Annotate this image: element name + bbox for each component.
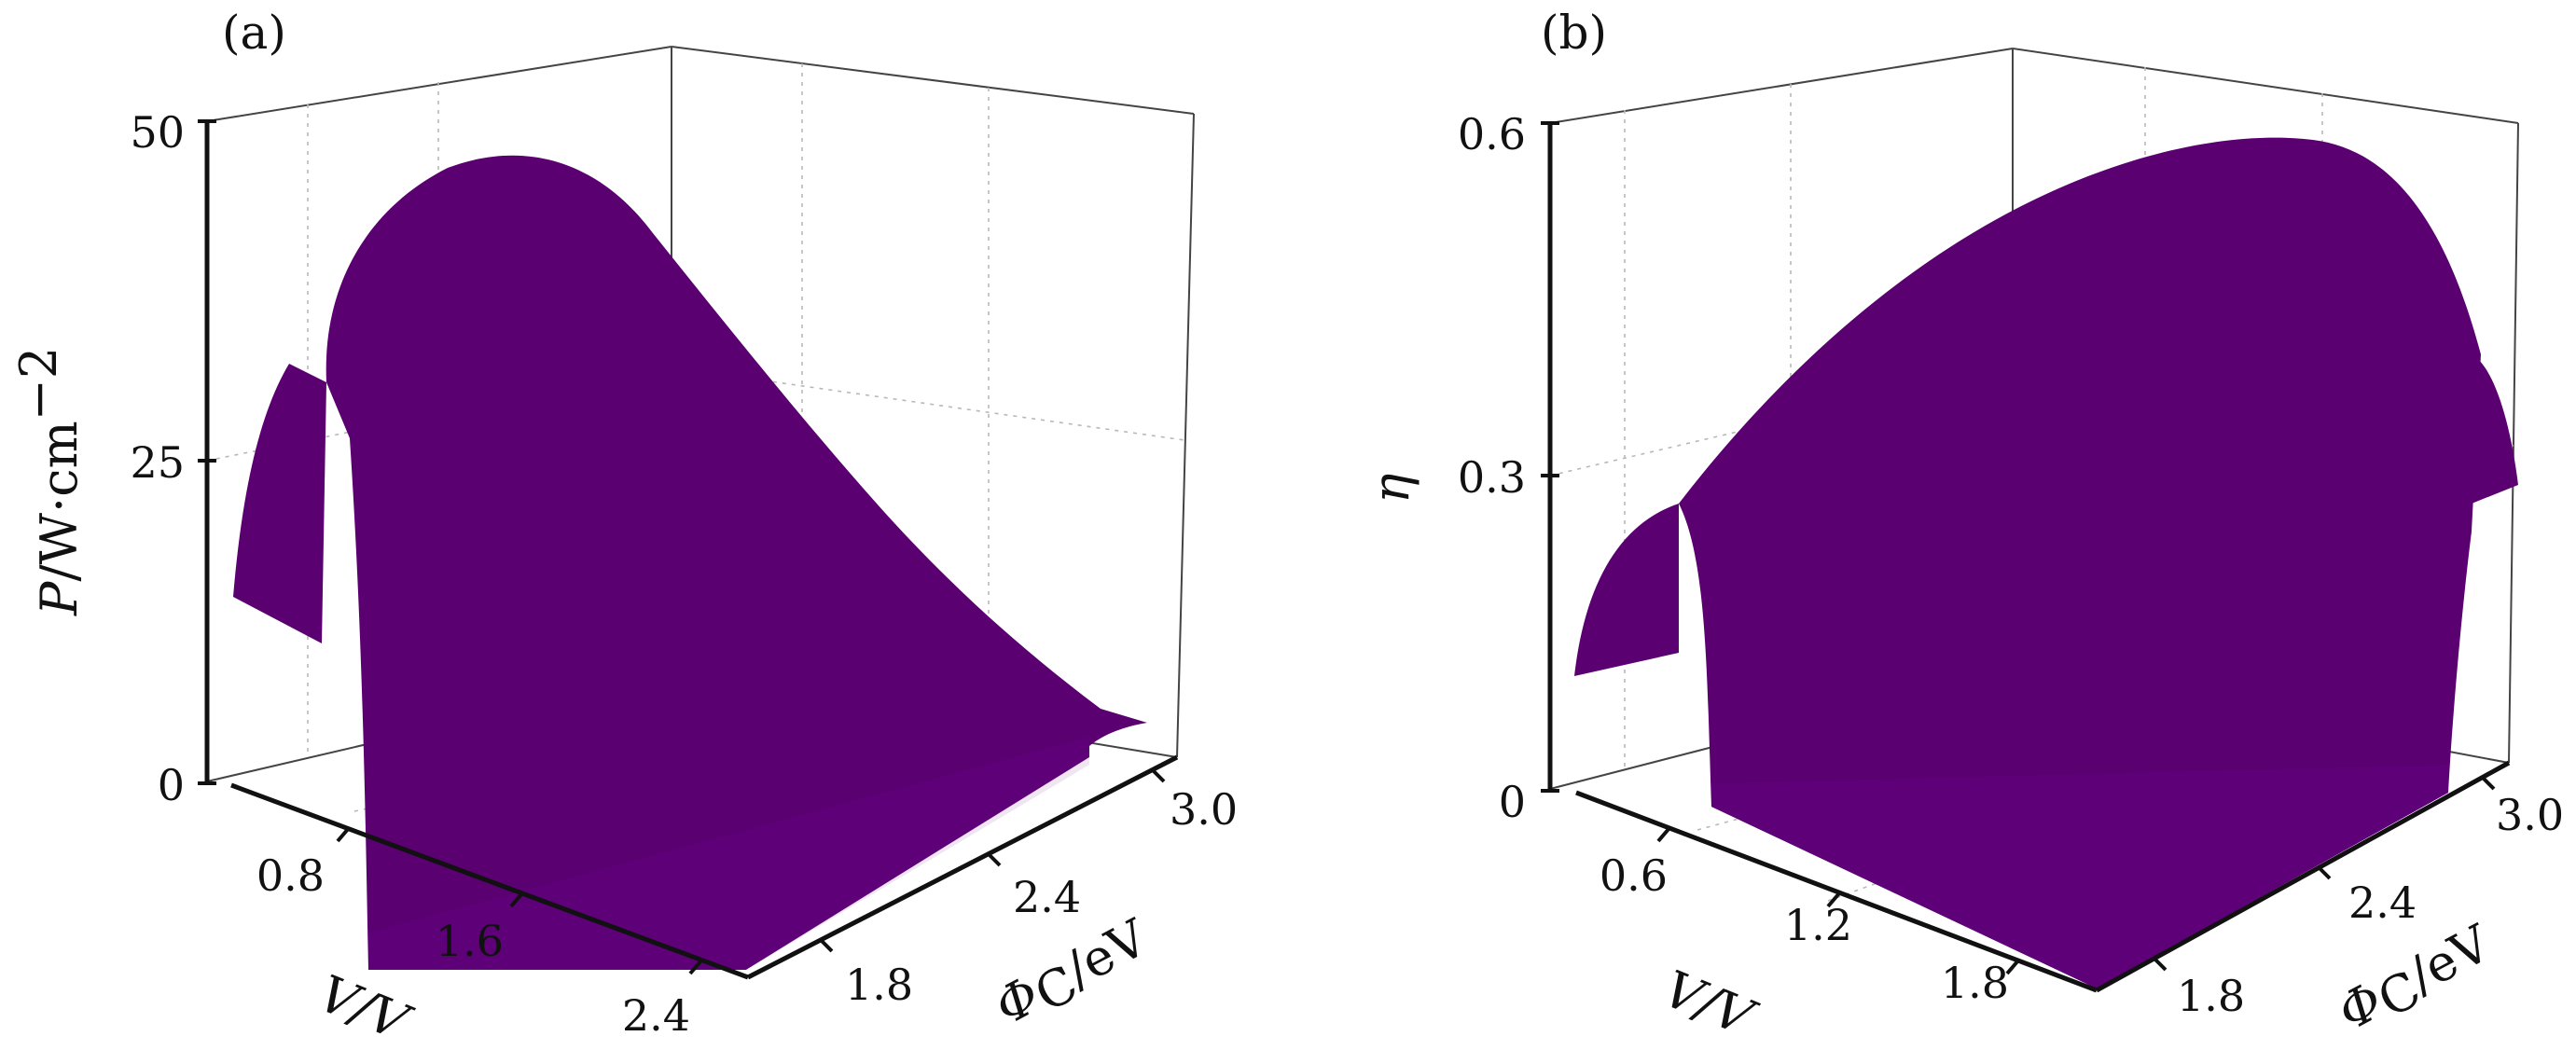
panel-b-ytick: 3.0 — [2496, 790, 2564, 840]
panel-b-ztick: 0.3 — [1458, 452, 1526, 503]
panel-a-x-axis: 0.8 1.6 2.4 V/V — [230, 782, 749, 1054]
panel-b-surface-back-left — [1574, 504, 1679, 676]
panel-a-z-axis: 50 25 0 P/W·cm−2 — [9, 107, 216, 810]
panel-a-x-label: V/V — [311, 964, 420, 1054]
panel-b-xtick: 1.8 — [1941, 958, 2009, 1008]
panel-a-ytick: 1.8 — [845, 960, 913, 1010]
panel-a-ztick: 0 — [158, 760, 185, 810]
panel-b-z-label: η — [1362, 474, 1420, 504]
panel-b-ztick: 0.6 — [1458, 109, 1526, 159]
panel-a-y-label: ΦC/eV — [986, 907, 1162, 1043]
panel-a-ytick: 3.0 — [1170, 784, 1238, 835]
panel-b: (b) — [1362, 6, 2564, 1049]
panel-a-ytick: 2.4 — [1013, 872, 1081, 922]
panel-a-surface-base — [368, 737, 1089, 970]
panel-b-surface-base — [1711, 765, 2448, 988]
panel-a-ztick: 50 — [130, 107, 185, 158]
panel-a-surface-edge — [746, 757, 1099, 977]
panel-b-x-label: V/V — [1655, 960, 1765, 1049]
panel-b-surface — [1574, 137, 2518, 988]
panel-b-xtick: 0.6 — [1600, 850, 1668, 901]
panel-a: (a) — [9, 6, 1238, 1054]
panel-a-xtick: 0.8 — [256, 850, 325, 901]
panel-b-surface-back-right — [2472, 354, 2518, 504]
panel-b-z-axis: 0.6 0.3 0 η — [1362, 109, 1559, 827]
panel-b-ztick: 0 — [1499, 777, 1526, 827]
panel-a-z-label: P/W·cm−2 — [9, 347, 89, 616]
panel-b-xtick: 1.2 — [1784, 900, 1852, 950]
panel-a-surface — [233, 155, 1147, 977]
panel-b-ytick: 1.8 — [2177, 971, 2245, 1021]
panel-a-surface-front — [325, 155, 1147, 970]
panel-a-label: (a) — [222, 6, 286, 60]
panel-b-y-label: ΦC/eV — [2329, 913, 2505, 1048]
panel-a-xtick: 1.6 — [436, 916, 504, 966]
panel-b-label: (b) — [1541, 6, 1607, 60]
panel-a-ztick: 25 — [130, 437, 185, 488]
panel-a-xtick: 2.4 — [622, 990, 690, 1041]
panel-a-surface-back — [233, 364, 326, 643]
panel-b-ytick: 2.4 — [2348, 877, 2417, 928]
